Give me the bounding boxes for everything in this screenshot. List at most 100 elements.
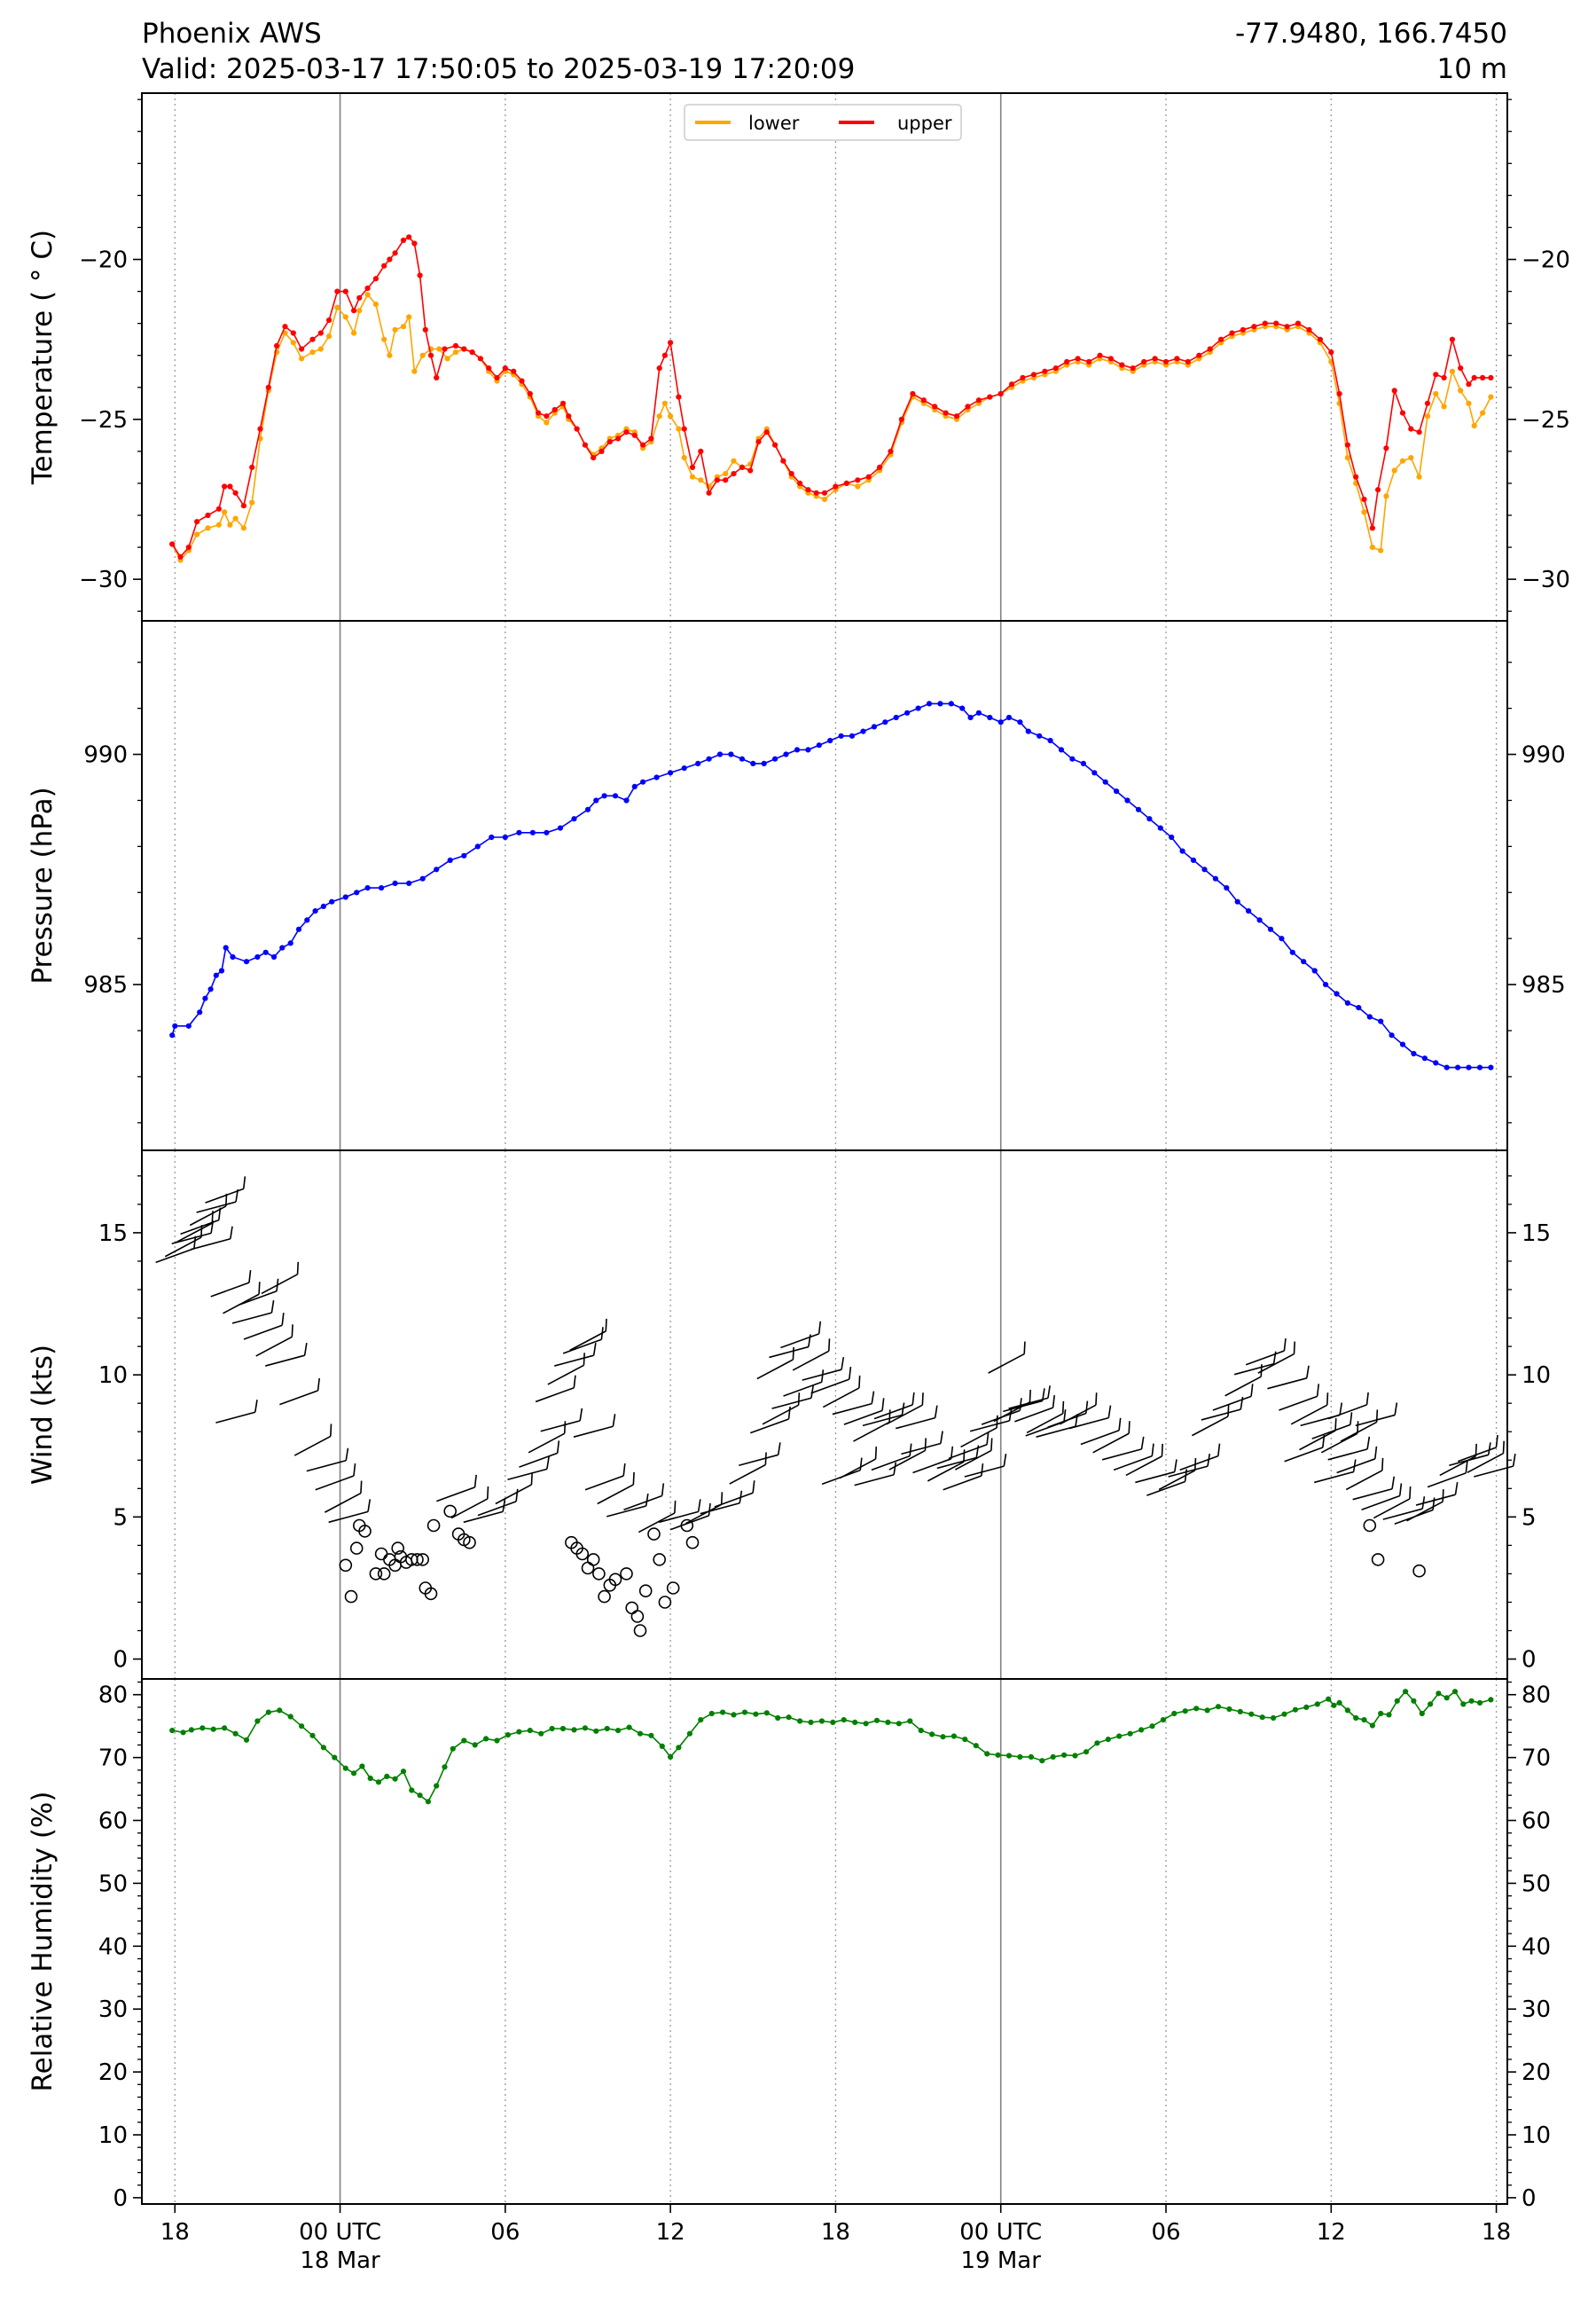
- data-point: [387, 256, 393, 263]
- data-point: [494, 374, 500, 380]
- wind-barb-flag: [1339, 1402, 1343, 1416]
- data-point: [668, 1753, 674, 1760]
- data-point: [502, 834, 508, 841]
- wind-barb: [535, 1386, 575, 1403]
- data-point: [442, 346, 448, 352]
- data-point: [1328, 349, 1334, 356]
- data-point: [593, 1728, 599, 1734]
- data-point: [1069, 756, 1076, 762]
- wind-barb: [783, 1381, 823, 1397]
- data-point: [1080, 760, 1086, 767]
- data-point: [1394, 1698, 1400, 1704]
- data-point: [593, 797, 599, 804]
- data-point: [1047, 737, 1053, 744]
- data-point: [427, 352, 434, 358]
- data-point: [1451, 1689, 1459, 1695]
- data-point: [681, 455, 687, 461]
- wind-barb-flag: [230, 1226, 233, 1239]
- data-point: [1262, 320, 1268, 326]
- station-coordinates: -77.9480, 166.7450: [1235, 18, 1507, 50]
- y-tick-label-right: 30: [1522, 1996, 1551, 2023]
- wind-barb: [1059, 1404, 1097, 1425]
- wind-barb: [1382, 1508, 1423, 1520]
- y-tick-label-right: −20: [1522, 247, 1570, 274]
- data-point: [1193, 1706, 1200, 1712]
- wind-barb-flag: [317, 1377, 320, 1391]
- data-point: [232, 490, 239, 496]
- data-point: [818, 1718, 825, 1724]
- wind-barb-flag: [888, 1409, 891, 1423]
- data-point: [474, 843, 481, 850]
- data-point: [863, 1721, 869, 1727]
- data-point: [200, 1725, 206, 1731]
- data-point: [1399, 458, 1406, 464]
- calm-wind-marker: [443, 1504, 458, 1518]
- data-point: [1421, 1055, 1428, 1062]
- data-point: [1301, 959, 1307, 965]
- data-point: [1229, 330, 1235, 336]
- data-point: [1246, 908, 1252, 914]
- data-point: [1251, 324, 1257, 330]
- data-point: [1369, 525, 1375, 531]
- data-point: [1366, 1014, 1373, 1020]
- data-point: [1383, 493, 1389, 499]
- wind-barb: [1313, 1471, 1354, 1484]
- data-point: [342, 314, 348, 320]
- data-point: [797, 1718, 803, 1724]
- wind-barb-flag: [579, 1408, 583, 1421]
- data-point: [425, 1799, 431, 1805]
- wind-barb: [901, 1442, 942, 1455]
- data-point: [640, 779, 646, 785]
- data-point: [320, 1745, 326, 1751]
- data-point: [400, 237, 407, 243]
- data-point: [1201, 867, 1208, 873]
- data-point: [356, 308, 363, 314]
- data-point: [185, 545, 192, 551]
- data-point: [354, 890, 360, 896]
- data-point: [1218, 336, 1224, 342]
- wind-barb: [954, 1449, 992, 1471]
- wind-barb-flag: [950, 1446, 954, 1459]
- x-tick-label: 06: [490, 2219, 520, 2246]
- y-tick-label-right: 990: [1522, 742, 1566, 769]
- data-point: [571, 816, 577, 822]
- wind-barb: [1080, 1430, 1120, 1446]
- data-point: [232, 515, 239, 522]
- data-point: [910, 390, 916, 397]
- data-point: [898, 416, 905, 422]
- data-point: [207, 986, 214, 992]
- wind-barb: [659, 1510, 699, 1524]
- data-point: [329, 898, 335, 905]
- calm-wind-marker: [653, 1553, 667, 1566]
- wind-barb: [948, 1444, 988, 1460]
- data-point: [177, 553, 184, 561]
- data-point: [282, 330, 288, 336]
- data-point: [1289, 949, 1295, 955]
- wind-barb: [886, 1404, 923, 1425]
- data-point: [1240, 326, 1246, 333]
- data-point: [827, 737, 833, 744]
- wind-barb: [1191, 1416, 1229, 1437]
- wind-barb: [623, 1494, 662, 1510]
- y-tick-label-right: 10: [1522, 2122, 1551, 2149]
- data-point: [406, 880, 412, 887]
- data-point: [1411, 1698, 1417, 1704]
- wind-barb: [862, 1414, 903, 1427]
- calm-wind-marker: [369, 1567, 383, 1580]
- calm-wind-marker: [638, 1584, 653, 1597]
- data-point: [728, 751, 734, 757]
- temperature-panel: −30 −30 −25 −25 −20 −20 Temperature ( ° C) lo…: [27, 92, 1570, 622]
- data-point: [604, 1725, 610, 1732]
- data-point: [1344, 442, 1350, 448]
- wind-barb: [1212, 1395, 1252, 1411]
- data-point: [494, 1737, 500, 1744]
- data-point: [780, 458, 786, 464]
- y-tick-label-left: 80: [98, 1682, 128, 1709]
- data-point: [830, 1719, 836, 1725]
- data-point: [461, 1737, 467, 1744]
- data-point: [775, 1714, 781, 1722]
- data-point: [714, 477, 721, 483]
- data-point: [411, 240, 418, 247]
- y-tick-label-left: 985: [83, 972, 128, 999]
- data-point: [1476, 1064, 1483, 1071]
